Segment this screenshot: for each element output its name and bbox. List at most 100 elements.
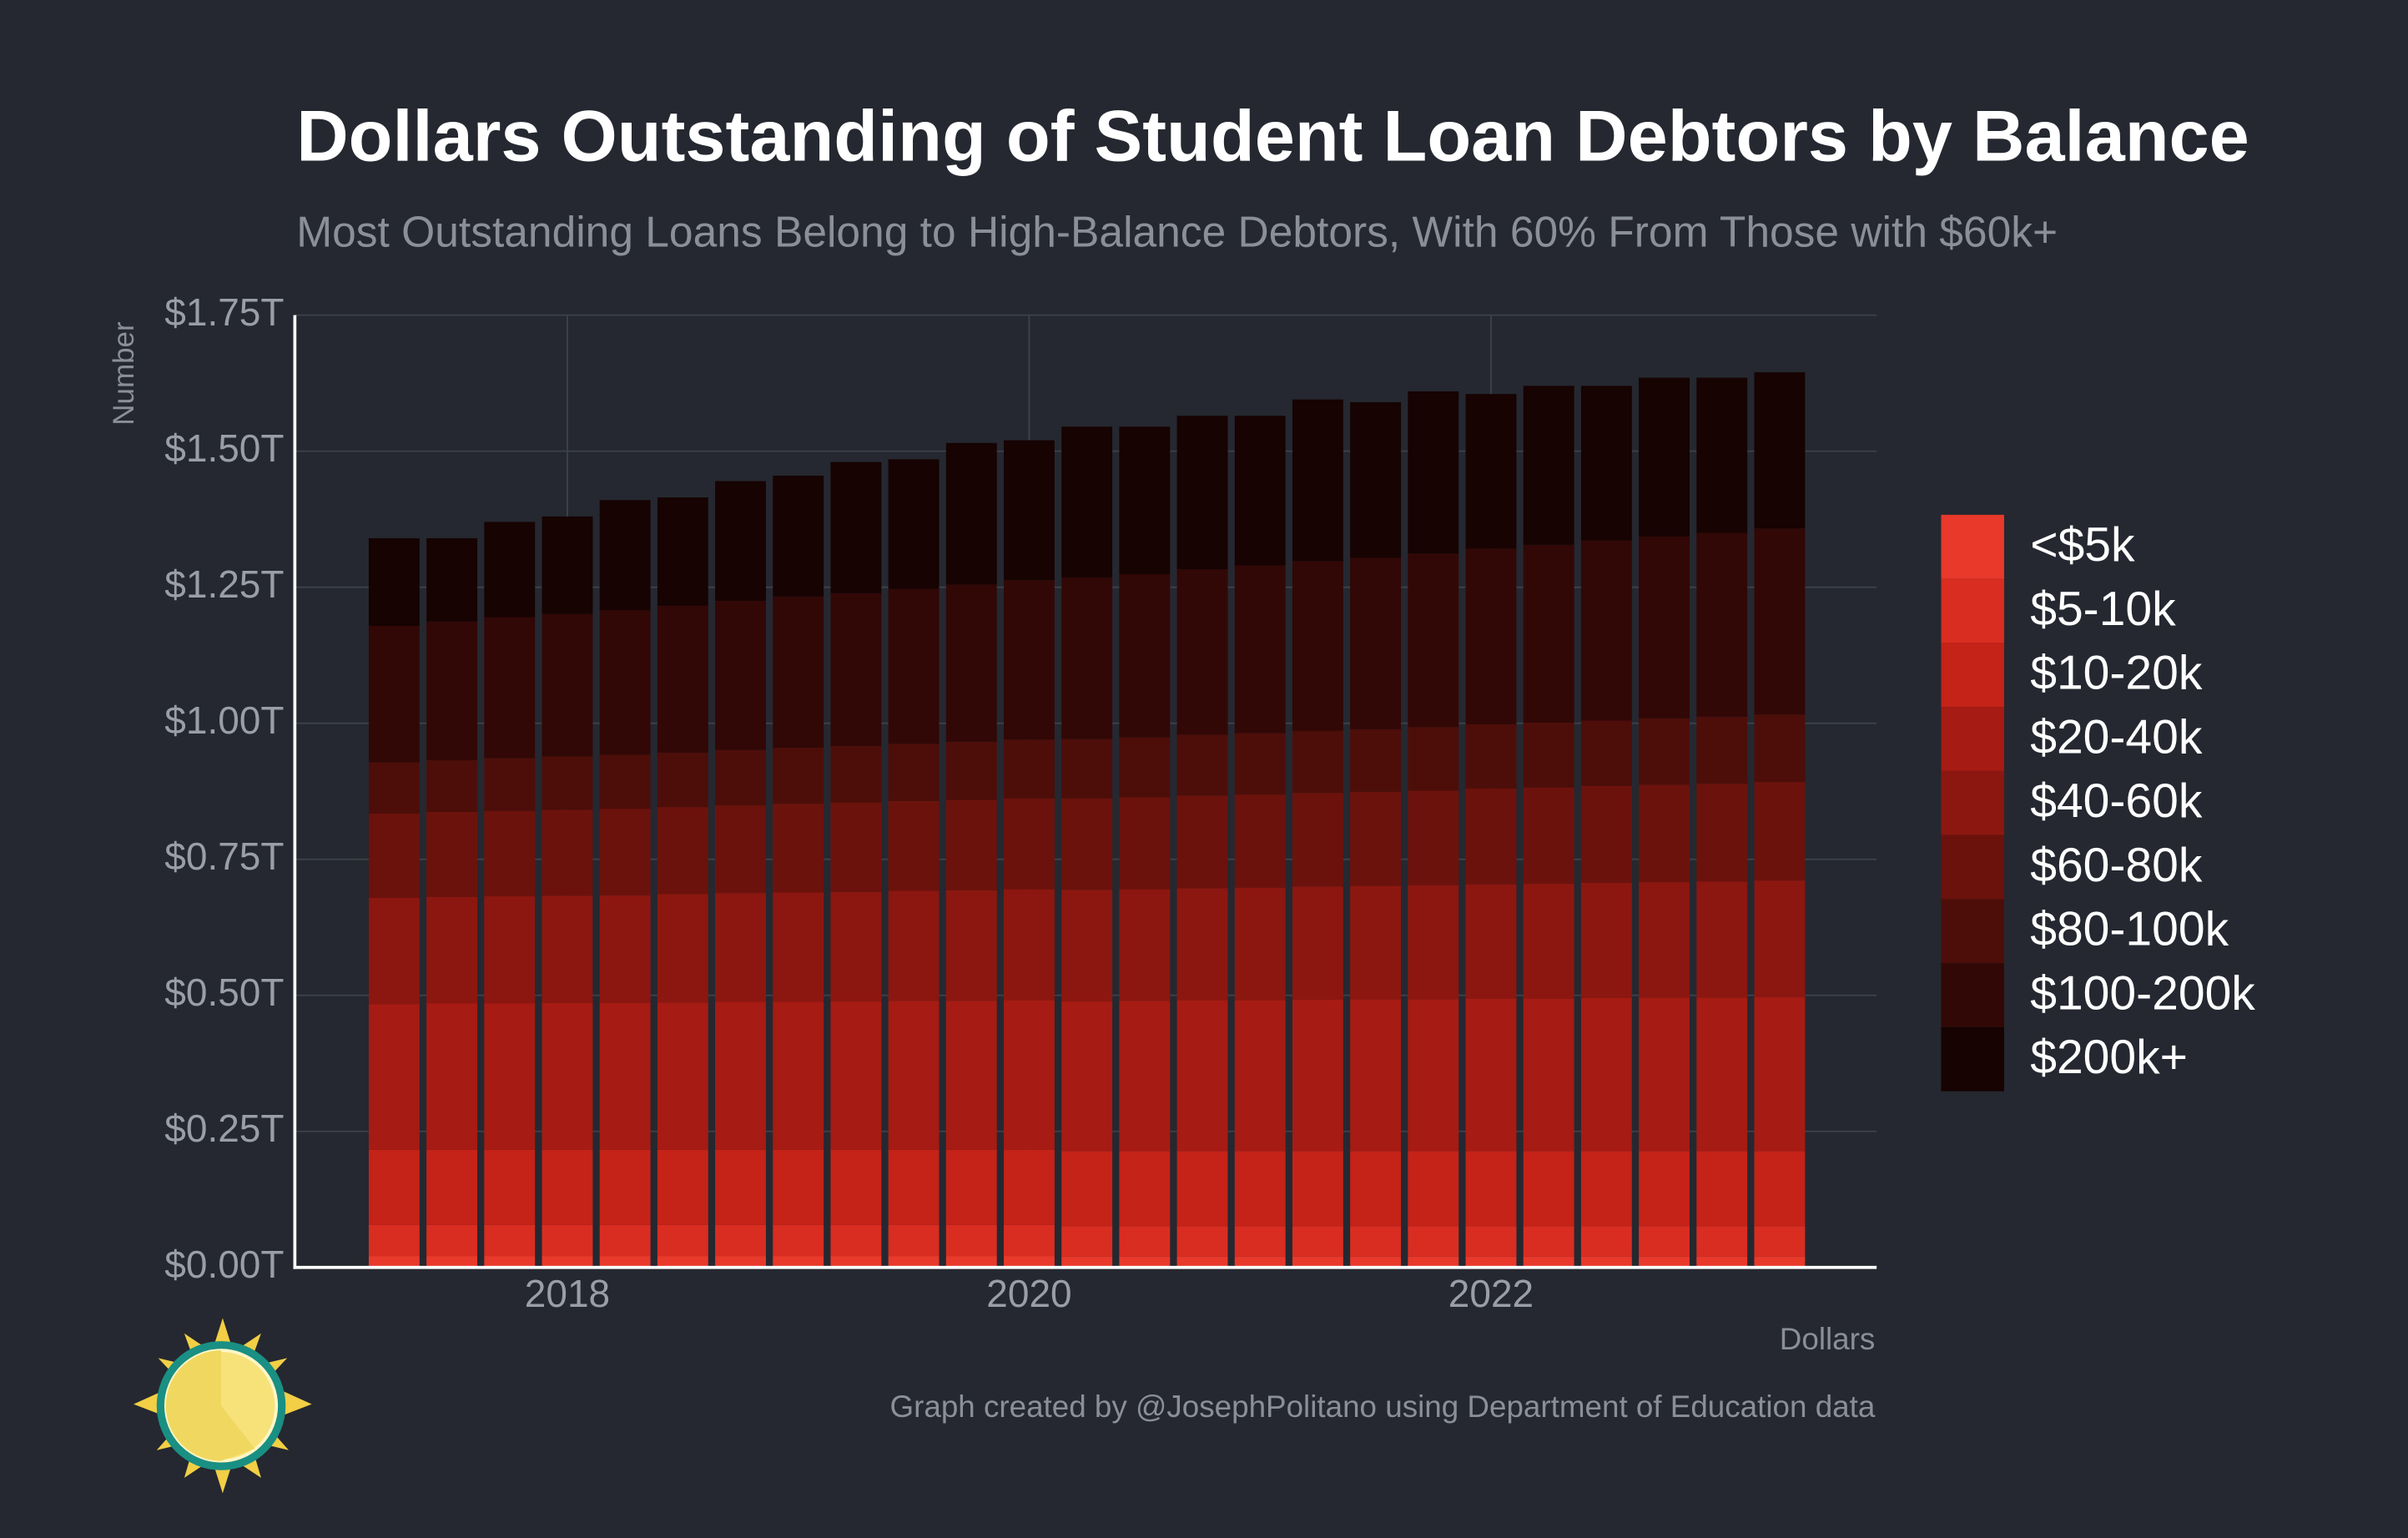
bar-segment <box>945 1256 997 1268</box>
bar-segment <box>1176 1151 1228 1227</box>
bar-segment <box>1408 1256 1459 1268</box>
bar-segment <box>1696 532 1748 717</box>
bar-segment <box>484 617 536 759</box>
bar-segment <box>1350 729 1402 792</box>
bar-segment <box>1292 1226 1343 1257</box>
bar-segment <box>1061 426 1113 577</box>
bar-segment <box>1639 997 1690 1152</box>
bar-segment <box>1523 884 1574 999</box>
bar-segment <box>1004 440 1055 581</box>
legend-key <box>1941 770 2004 835</box>
bar-segment <box>1234 794 1286 888</box>
bar-segment <box>1176 1256 1228 1268</box>
bar-segment <box>1696 1151 1748 1227</box>
bar-segment <box>1004 1256 1055 1268</box>
bar-segment <box>426 1256 478 1268</box>
bar-segment <box>542 1002 593 1150</box>
bar-segment <box>1465 1226 1517 1257</box>
bar-segment <box>1465 724 1517 789</box>
bar-segment <box>945 1001 997 1150</box>
bar-segment <box>1580 386 1632 541</box>
bar-segment <box>888 1256 940 1268</box>
bar-segment <box>1523 1256 1574 1268</box>
bar-segment <box>830 1256 882 1268</box>
bar-segment <box>1580 1256 1632 1268</box>
bar-segment <box>715 1256 766 1268</box>
bar-segment <box>1119 1226 1171 1257</box>
bar-segment <box>830 802 882 892</box>
bar-segment <box>888 1001 940 1150</box>
bar-segment <box>1119 574 1171 738</box>
bar-segment <box>1234 1226 1286 1257</box>
bar-segment <box>1465 788 1517 885</box>
y-tick-label: $1.00T <box>164 698 284 742</box>
chart-subtitle: Most Outstanding Loans Belong to High-Ba… <box>296 208 2058 256</box>
bar-segment <box>1639 1151 1690 1227</box>
bar-segment <box>1523 1151 1574 1227</box>
bar-segment <box>426 537 478 622</box>
bar-segment <box>1350 885 1402 1000</box>
bar-segment <box>426 896 478 1004</box>
bar-segment <box>1580 1226 1632 1257</box>
bar-segment <box>368 625 420 763</box>
bar-segment <box>1639 784 1690 883</box>
bar-segment <box>1004 1224 1055 1257</box>
bar-segment <box>1350 791 1402 886</box>
bar-segment <box>1004 739 1055 799</box>
x-tick-label: 2020 <box>986 1272 1071 1315</box>
bar-segment <box>484 758 536 811</box>
bar-segment <box>1234 1256 1286 1268</box>
bar-segment <box>1350 1256 1402 1268</box>
bar-segment <box>1408 790 1459 885</box>
bar-segment <box>1408 1151 1459 1227</box>
bar-segment <box>773 1256 824 1268</box>
bar-segment <box>1523 998 1574 1152</box>
bar-segment <box>542 1149 593 1225</box>
bar-segment <box>830 593 882 747</box>
bar-segment <box>1465 394 1517 549</box>
y-tick-label: $0.75T <box>164 835 284 878</box>
bar-segment <box>599 610 651 755</box>
bar-segment <box>1061 1256 1113 1268</box>
x-tick-label: 2022 <box>1448 1272 1534 1315</box>
bar-segment <box>888 800 940 891</box>
bar-segment <box>1119 737 1171 798</box>
bar-segment <box>1696 1256 1748 1268</box>
bar-segment <box>599 754 651 809</box>
bar-segment <box>1292 730 1343 794</box>
bar-segment <box>1176 569 1228 735</box>
bar-segment <box>484 522 536 618</box>
bar-segment <box>542 516 593 614</box>
bar-segment <box>599 1224 651 1257</box>
bar-segment <box>1523 544 1574 724</box>
legend-key <box>1941 963 2004 1027</box>
bar-segment <box>657 1149 708 1225</box>
bar-segment <box>1061 739 1113 799</box>
bar-segment <box>1350 1226 1402 1257</box>
bar-segment <box>1234 565 1286 734</box>
bar-segment <box>773 892 824 1002</box>
bar-segment <box>1696 716 1748 784</box>
bar-segment <box>657 807 708 895</box>
bar-segment <box>599 809 651 895</box>
bar-segment <box>1696 997 1748 1152</box>
bar-segment <box>1234 887 1286 1001</box>
bar-segment <box>1176 888 1228 1001</box>
logo <box>133 1318 312 1494</box>
bar-segment <box>1696 784 1748 882</box>
bar-segment <box>1754 714 1806 783</box>
bar-segment <box>715 805 766 894</box>
bar-segment <box>1696 377 1748 533</box>
legend-label: $40-60k <box>2030 774 2203 828</box>
bar-segment <box>368 762 420 814</box>
bar-segment <box>1119 1151 1171 1227</box>
bar-segment <box>773 748 824 804</box>
bar-segment <box>1350 557 1402 729</box>
bar-segment <box>484 1256 536 1268</box>
bar-segment <box>542 1224 593 1257</box>
bar-segment <box>945 799 997 890</box>
bar-segment <box>1465 548 1517 724</box>
bar-segment <box>368 1224 420 1257</box>
bar-segment <box>1061 577 1113 739</box>
bar-segment <box>830 1149 882 1225</box>
